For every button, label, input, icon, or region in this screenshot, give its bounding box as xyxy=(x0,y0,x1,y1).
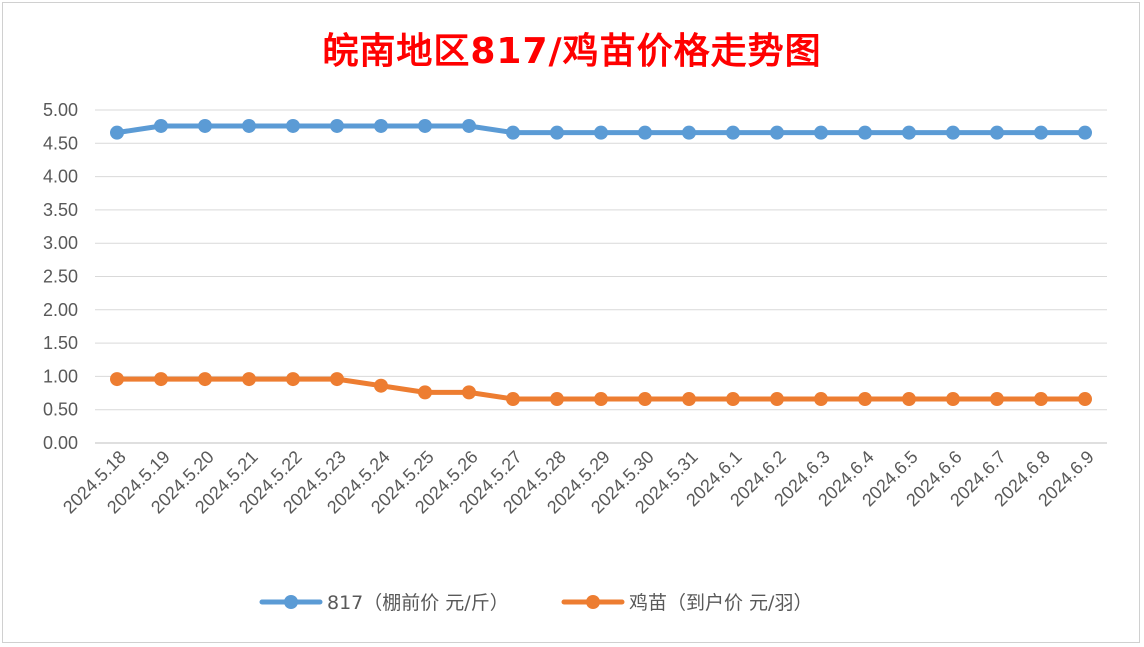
gridlines xyxy=(95,109,1107,444)
data-point xyxy=(858,392,872,407)
data-point xyxy=(1034,125,1048,140)
data-point xyxy=(902,125,916,140)
data-point xyxy=(286,118,300,133)
y-tick-label: 2.50 xyxy=(43,267,78,287)
data-point xyxy=(946,125,960,140)
data-point xyxy=(814,125,828,140)
data-point xyxy=(330,372,344,387)
data-point xyxy=(418,118,432,133)
data-point xyxy=(990,392,1004,407)
data-point xyxy=(814,392,828,407)
data-point xyxy=(242,372,256,387)
data-point xyxy=(682,392,696,407)
x-axis-ticks: 2024.5.182024.5.192024.5.202024.5.212024… xyxy=(59,447,1098,518)
legend-label: 鸡苗（到户价 元/羽） xyxy=(629,592,812,614)
data-point xyxy=(858,125,872,140)
series-1 xyxy=(110,372,1092,407)
data-point xyxy=(374,378,388,393)
data-point xyxy=(330,118,344,133)
y-tick-label: 0.50 xyxy=(43,400,78,420)
data-point xyxy=(770,125,784,140)
data-point xyxy=(594,392,608,407)
legend-item: 817（棚前价 元/斤） xyxy=(259,592,509,614)
data-point xyxy=(242,118,256,133)
data-point xyxy=(110,372,124,387)
legend-point-marker xyxy=(586,595,600,609)
y-tick-label: 2.00 xyxy=(43,300,78,320)
data-point xyxy=(902,392,916,407)
data-point xyxy=(462,118,476,133)
data-point xyxy=(990,125,1004,140)
y-tick-label: 1.00 xyxy=(43,366,78,386)
data-point xyxy=(506,125,520,140)
data-point xyxy=(682,125,696,140)
data-point xyxy=(1078,392,1092,407)
data-point xyxy=(726,392,740,407)
y-tick-label: 0.00 xyxy=(43,433,78,453)
data-point xyxy=(638,125,652,140)
data-point xyxy=(198,372,212,387)
y-tick-label: 3.50 xyxy=(43,200,78,220)
y-tick-label: 5.00 xyxy=(43,100,78,120)
y-tick-label: 4.50 xyxy=(43,133,78,153)
legend-point-marker xyxy=(284,595,298,609)
data-point xyxy=(154,372,168,387)
data-point xyxy=(726,125,740,140)
legend: 817（棚前价 元/斤） 鸡苗（到户价 元/羽） xyxy=(259,592,812,614)
data-point xyxy=(550,125,564,140)
series-lines xyxy=(110,118,1092,407)
legend-label: 817（棚前价 元/斤） xyxy=(327,592,509,614)
data-point xyxy=(506,392,520,407)
data-point xyxy=(418,385,432,400)
chart-title: 皖南地区817/鸡苗价格走势图 xyxy=(322,31,822,72)
data-point xyxy=(946,392,960,407)
data-point xyxy=(770,392,784,407)
data-point xyxy=(550,392,564,407)
data-point xyxy=(594,125,608,140)
data-point xyxy=(154,118,168,133)
legend-item: 鸡苗（到户价 元/羽） xyxy=(561,592,812,614)
data-point xyxy=(110,125,124,140)
y-axis-ticks: 0.00 0.50 1.00 1.50 2.00 2.50 3.00 3.50 4.00 4.50… xyxy=(43,100,78,453)
data-point xyxy=(1078,125,1092,140)
data-point xyxy=(638,392,652,407)
y-tick-label: 1.50 xyxy=(43,333,78,353)
data-point xyxy=(1034,392,1048,407)
y-tick-label: 4.00 xyxy=(43,167,78,187)
data-point xyxy=(198,118,212,133)
data-point xyxy=(462,385,476,400)
series-0 xyxy=(110,118,1092,140)
data-point xyxy=(286,372,300,387)
y-tick-label: 3.00 xyxy=(43,233,78,253)
data-point xyxy=(374,118,388,133)
